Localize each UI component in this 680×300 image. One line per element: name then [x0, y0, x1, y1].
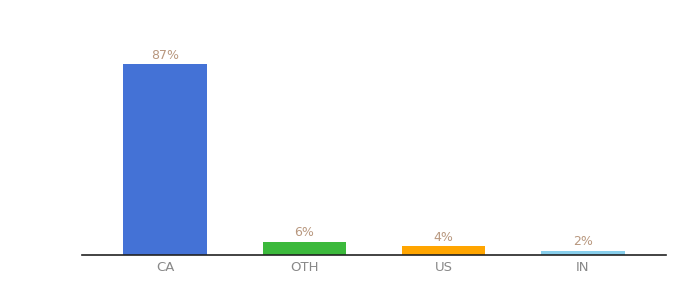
Bar [541, 250, 625, 255]
Text: 4%: 4% [434, 231, 454, 244]
Bar [123, 64, 207, 255]
Text: 2%: 2% [573, 235, 593, 248]
Bar [262, 242, 346, 255]
Text: 6%: 6% [294, 226, 314, 239]
Bar [402, 246, 486, 255]
Text: 87%: 87% [151, 49, 179, 62]
